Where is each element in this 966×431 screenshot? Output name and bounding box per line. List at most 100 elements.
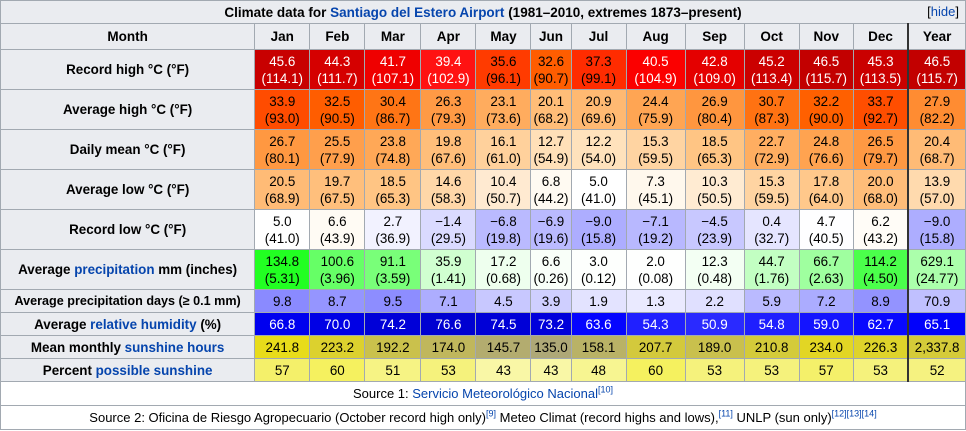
value-primary: 65.1	[924, 316, 951, 332]
value-primary: 5.0	[589, 173, 608, 189]
month-value-cell: −7.1 (19.2)	[625, 209, 686, 250]
year-value-cell: 20.4 (68.7)	[907, 129, 966, 170]
value-primary: 241.8	[265, 339, 300, 355]
month-value-cell: 17.8 (64.0)	[798, 169, 854, 210]
caption-suffix: (1981–2010, extremes 1873–present)	[504, 4, 742, 20]
month-value-cell: 7.2	[798, 289, 854, 313]
row-label: Daily mean °C (°F)	[0, 129, 256, 170]
value-primary: 2,337.8	[914, 339, 960, 355]
value-primary: 6.2	[871, 213, 890, 229]
month-value-cell: −9.0 (15.8)	[570, 209, 627, 250]
airport-link[interactable]: Santiago del Estero Airport	[330, 4, 505, 20]
source2-row: Source 2: Oficina de Riesgo Agropecuario…	[0, 405, 966, 430]
row-label-link[interactable]: precipitation	[74, 262, 155, 277]
data-row: Record high °C (°F) 45.6 (114.1) 44.3 (111.7…	[0, 49, 966, 90]
source2-ref[interactable]: [12][13][14]	[831, 408, 877, 419]
value-secondary: (61.0)	[485, 150, 521, 166]
row-label-link[interactable]: sunshine hours	[124, 339, 225, 355]
value-primary: 7.3	[646, 173, 665, 189]
value-primary: 54.3	[642, 316, 669, 332]
value-secondary: (96.1)	[485, 70, 521, 86]
value-secondary: (68.9)	[264, 190, 300, 206]
hide-toggle[interactable]: [hide]	[927, 4, 959, 19]
month-value-cell: 24.8 (76.6)	[798, 129, 854, 170]
month-value-cell: 54.3	[625, 312, 686, 336]
month-value-cell: 5.9	[743, 289, 800, 313]
value-secondary: (67.5)	[319, 190, 355, 206]
month-value-cell: 76.6	[420, 312, 477, 336]
month-value-cell: 51	[364, 358, 422, 382]
value-primary: 145.7	[486, 339, 521, 355]
data-row: Average relative humidity (%) 66.8 70.0 74.…	[0, 312, 966, 336]
month-value-cell: 6.6 (0.26)	[530, 249, 572, 290]
row-label-text: Average	[18, 262, 75, 277]
value-secondary: (57.0)	[919, 190, 955, 206]
value-primary: 10.4	[490, 173, 517, 189]
month-value-cell: 43	[530, 358, 572, 382]
value-primary: 223.2	[320, 339, 355, 355]
source1-ref[interactable]: [10]	[597, 384, 613, 395]
value-primary: 32.6	[537, 53, 565, 69]
value-primary: 17.2	[490, 253, 517, 269]
month-value-cell: 114.2 (4.50)	[852, 249, 909, 290]
value-secondary: (82.2)	[919, 110, 955, 126]
value-secondary: (36.9)	[375, 230, 411, 246]
value-primary: 20.0	[867, 173, 894, 189]
value-primary: 42.8	[701, 53, 728, 69]
value-secondary: (0.26)	[533, 270, 569, 286]
value-primary: 62.7	[867, 316, 894, 332]
month-value-cell: 22.7 (72.9)	[743, 129, 800, 170]
value-primary: 234.0	[809, 339, 843, 355]
value-primary: 39.4	[435, 53, 462, 69]
row-label: Average relative humidity (%)	[0, 312, 256, 336]
value-primary: 7.2	[816, 293, 836, 309]
row-label-text: Record low °C (°F)	[69, 222, 187, 237]
data-row: Average precipitation days (≥ 0.1 mm) 9.8…	[0, 289, 966, 313]
value-secondary: (43.9)	[319, 230, 355, 246]
value-secondary: (41.0)	[264, 230, 300, 246]
header-feb: Feb	[309, 23, 366, 50]
value-primary: 37.3	[585, 53, 612, 69]
month-value-cell: 1.3	[625, 289, 686, 313]
month-value-cell: 60	[625, 358, 686, 382]
value-secondary: (32.7)	[754, 230, 790, 246]
source1-link[interactable]: Servicio Meteorológico Nacional	[412, 386, 598, 401]
month-value-cell: 8.9	[852, 289, 909, 313]
month-value-cell: 26.7 (80.1)	[254, 129, 311, 170]
row-label-link[interactable]: possible sunshine	[95, 362, 213, 378]
value-secondary: (79.3)	[430, 110, 466, 126]
value-primary: 18.5	[701, 133, 728, 149]
data-row: Percent possible sunshine 57 60 51 53 43 43 48 6…	[0, 358, 966, 382]
value-secondary: (59.5)	[638, 150, 674, 166]
row-label-link[interactable]: relative humidity	[90, 316, 197, 332]
value-primary: 73.2	[537, 316, 565, 332]
month-value-cell: 223.2	[309, 335, 366, 359]
month-value-cell: 32.5 (90.5)	[309, 89, 366, 130]
value-secondary: (80.4)	[697, 110, 733, 126]
row-label: Average high °C (°F)	[0, 89, 256, 130]
value-secondary: (43.2)	[863, 230, 899, 246]
source2-ref[interactable]: [11]	[718, 408, 733, 419]
value-primary: 207.7	[638, 339, 673, 355]
month-value-cell: 59.0	[798, 312, 854, 336]
header-dec: Dec	[852, 23, 909, 50]
row-label-text: Record high °C (°F)	[66, 62, 190, 77]
month-value-cell: 43	[475, 358, 532, 382]
value-secondary: (68.0)	[863, 190, 899, 206]
value-primary: 33.9	[269, 93, 296, 109]
value-primary: −9.0	[923, 213, 951, 229]
hide-link[interactable]: hide	[930, 4, 956, 19]
year-value-cell: 65.1	[907, 312, 966, 336]
month-value-cell: 45.6 (114.1)	[254, 49, 311, 90]
value-primary: 20.9	[585, 93, 612, 109]
month-value-cell: −6.8 (19.8)	[475, 209, 532, 250]
month-value-cell: 70.0	[309, 312, 366, 336]
value-primary: 20.1	[537, 93, 565, 109]
month-value-cell: 19.7 (67.5)	[309, 169, 366, 210]
value-primary: 8.9	[871, 293, 890, 309]
month-value-cell: 30.7 (87.3)	[743, 89, 800, 130]
value-primary: −4.5	[701, 213, 728, 229]
month-value-cell: 12.7 (54.9)	[530, 129, 572, 170]
value-primary: 192.2	[376, 339, 410, 355]
source2-ref[interactable]: [9]	[486, 408, 497, 419]
